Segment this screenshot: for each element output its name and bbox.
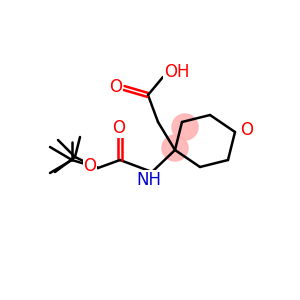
Text: O: O: [110, 78, 122, 96]
Text: O: O: [112, 119, 125, 137]
Text: NH: NH: [136, 171, 161, 189]
Circle shape: [162, 135, 188, 161]
Text: O: O: [83, 157, 97, 175]
Circle shape: [172, 114, 198, 140]
Text: O: O: [241, 121, 254, 139]
Text: OH: OH: [164, 63, 190, 81]
